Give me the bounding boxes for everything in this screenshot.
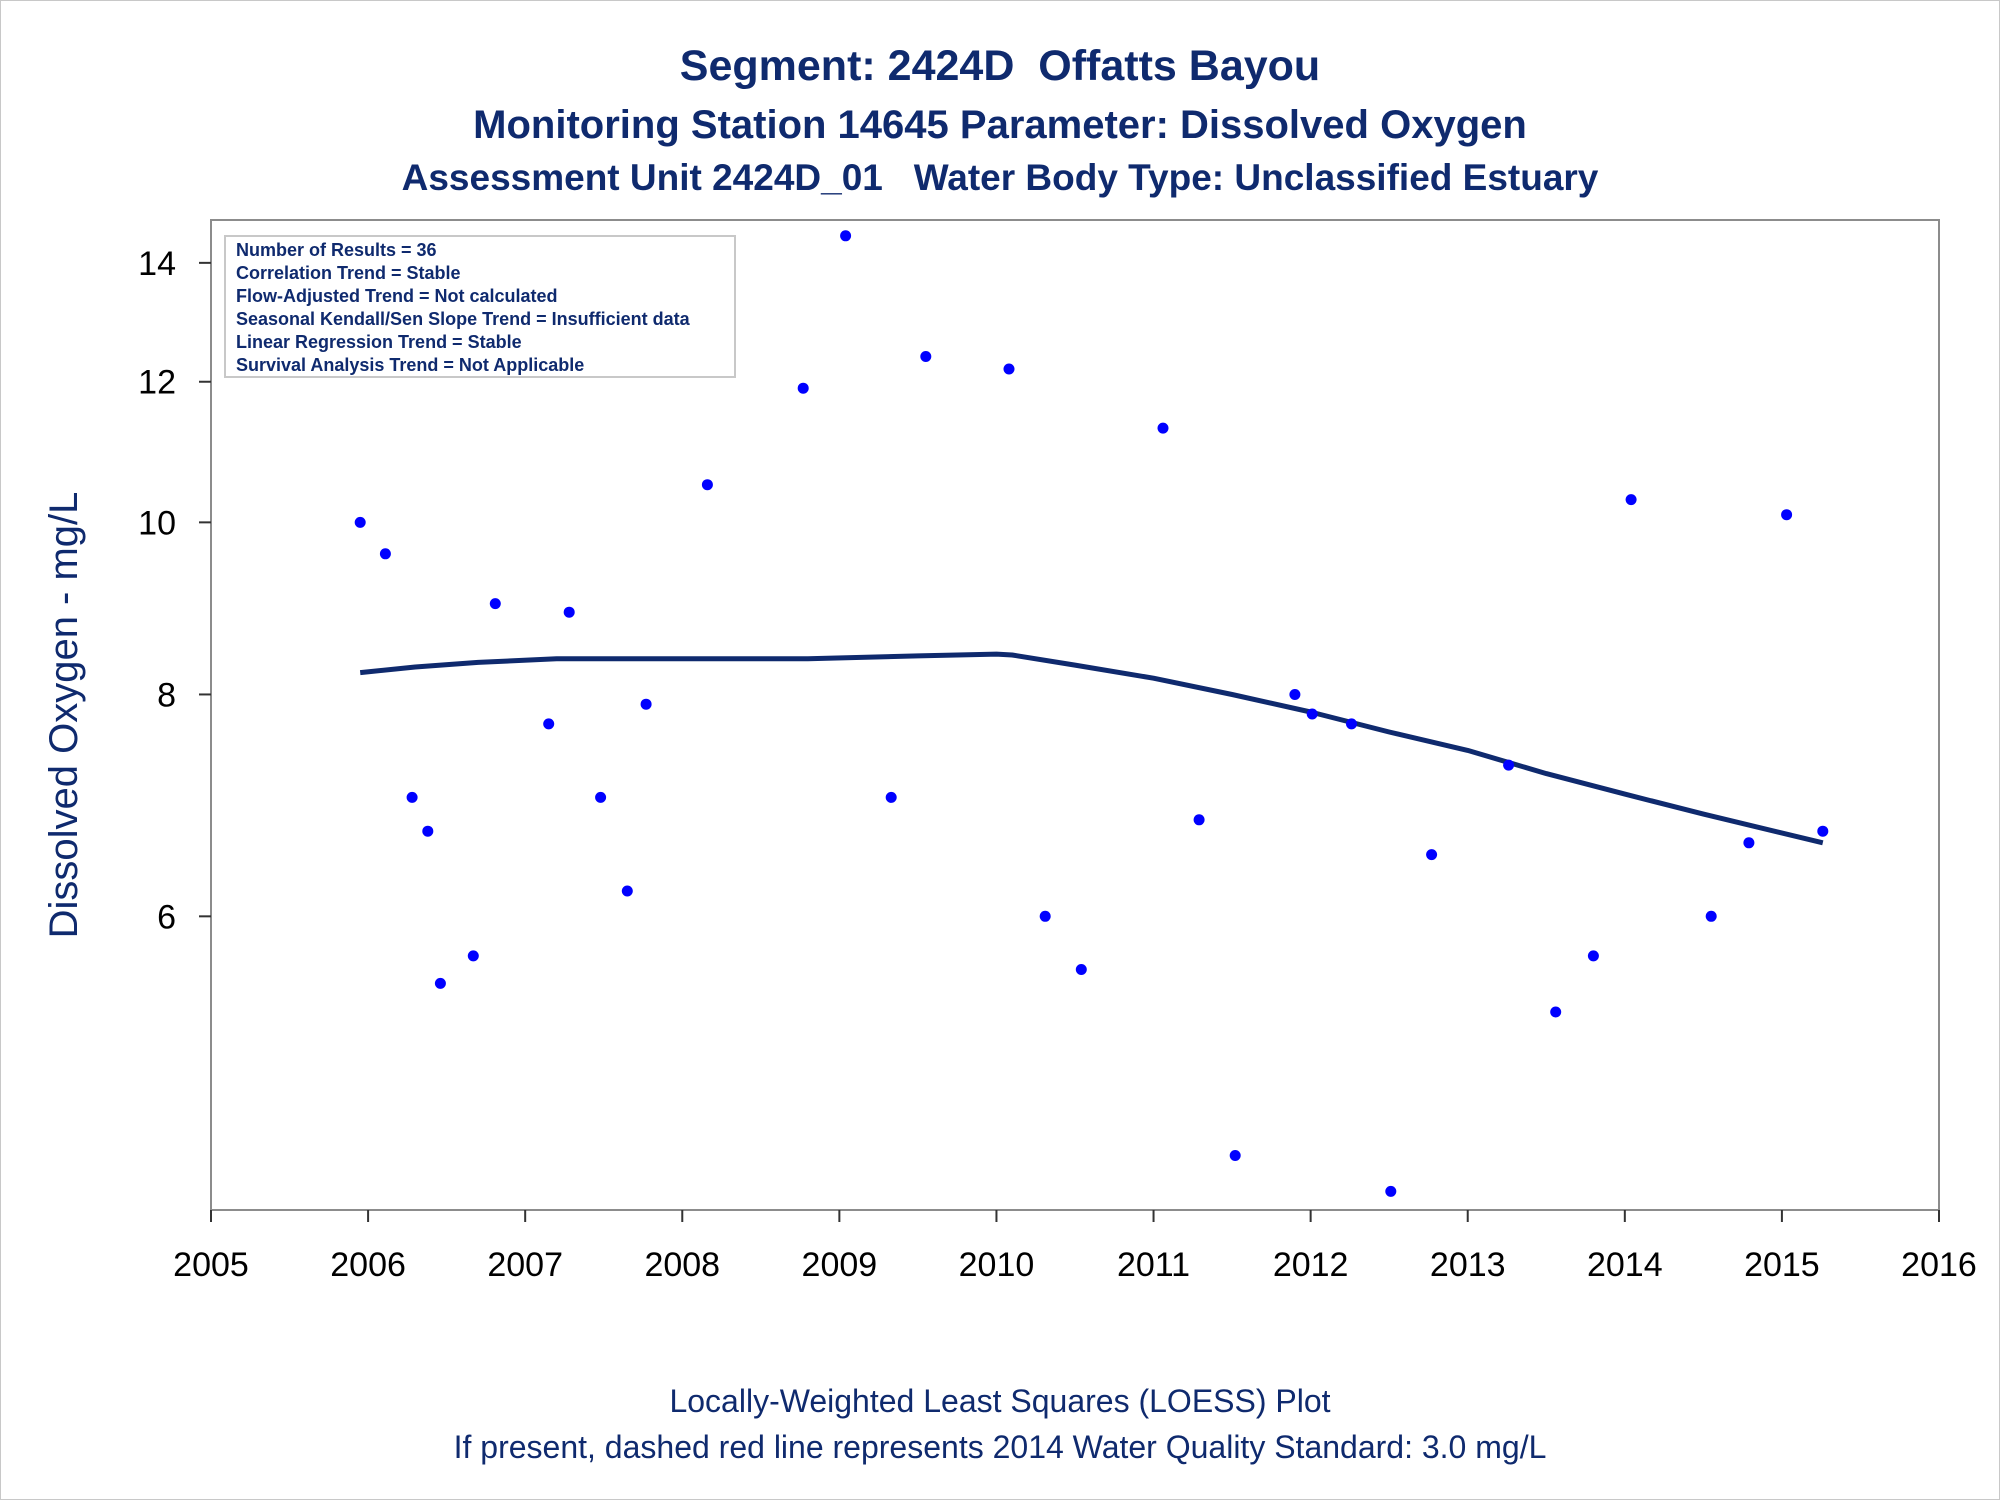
- data-point: [1193, 814, 1205, 826]
- y-axis-label: Dissolved Oxygen - mg/L: [42, 492, 86, 939]
- data-point: [489, 598, 501, 610]
- footnote-2: If present, dashed red line represents 2…: [454, 1429, 1547, 1465]
- x-tick-label: 2014: [1587, 1246, 1663, 1284]
- y-tick-label: 8: [157, 676, 176, 714]
- legend-border: [224, 235, 736, 378]
- data-point: [1039, 910, 1051, 922]
- data-point: [379, 548, 391, 560]
- legend-line: Number of Results = 36: [236, 240, 437, 260]
- legend-line: Seasonal Kendall/Sen Slope Trend = Insuf…: [236, 309, 691, 329]
- chart-subtitle: Monitoring Station 14645 Parameter: Diss…: [473, 103, 1527, 147]
- data-point: [434, 977, 446, 989]
- x-tick-label: 2010: [959, 1246, 1035, 1284]
- data-point: [1157, 422, 1169, 434]
- x-tick-label: 2005: [173, 1246, 249, 1284]
- chart-subtitle-2: Assessment Unit 2424D_01 Water Body Type…: [402, 157, 1599, 198]
- x-tick-label: 2013: [1430, 1246, 1506, 1284]
- y-tick-label: 14: [138, 245, 176, 283]
- data-point: [640, 698, 652, 710]
- y-axis: 6 8 10 12 14: [138, 245, 211, 936]
- loess-line: [359, 651, 1824, 846]
- legend-box: Number of Results = 36 Correlation Trend …: [224, 235, 736, 378]
- data-point: [1503, 759, 1515, 771]
- x-tick-label: 2012: [1273, 1246, 1349, 1284]
- data-point: [1550, 1006, 1562, 1018]
- data-point: [1743, 837, 1755, 849]
- data-point: [595, 791, 607, 803]
- legend-line: Correlation Trend = Stable: [236, 263, 461, 283]
- footnote-1: Locally-Weighted Least Squares (LOESS) P…: [669, 1383, 1330, 1419]
- data-point: [467, 950, 479, 962]
- data-point: [1781, 509, 1793, 521]
- plot-area: [210, 219, 1940, 1211]
- data-point: [1075, 964, 1087, 975]
- x-tick-label: 2007: [487, 1246, 563, 1284]
- data-point: [701, 479, 713, 491]
- y-tick-label: 10: [138, 504, 176, 542]
- data-marks: [354, 230, 1829, 1197]
- y-tick-label: 6: [157, 898, 176, 936]
- data-point: [1003, 363, 1015, 375]
- data-point: [354, 516, 366, 528]
- data-point: [920, 351, 932, 362]
- data-point: [621, 885, 633, 897]
- data-point: [422, 825, 434, 837]
- x-tick-label: 2015: [1744, 1246, 1820, 1284]
- x-tick-label: 2009: [802, 1246, 878, 1284]
- data-point: [840, 230, 852, 242]
- x-tick-label: 2011: [1117, 1246, 1190, 1284]
- data-point: [1426, 849, 1438, 861]
- data-point: [1346, 718, 1357, 730]
- data-point: [1625, 494, 1637, 506]
- legend-line: Linear Regression Trend = Stable: [236, 332, 522, 352]
- x-axis: 2005 2006 2007 2008 2009 2010 2011 2012 2013 2014…: [173, 1210, 1977, 1284]
- data-point: [543, 718, 555, 730]
- data-point: [563, 606, 575, 618]
- data-point: [1705, 910, 1717, 922]
- x-tick-label: 2016: [1901, 1246, 1977, 1284]
- data-point: [1817, 825, 1829, 837]
- data-point: [885, 791, 897, 803]
- data-point: [1306, 708, 1318, 720]
- y-tick-label: 12: [138, 364, 176, 402]
- data-point: [406, 791, 418, 803]
- legend-line: Survival Analysis Trend = Not Applicable: [236, 355, 584, 375]
- data-point: [1587, 950, 1599, 962]
- x-tick-label: 2006: [330, 1246, 406, 1284]
- chart-title: Segment: 2424D Offatts Bayou: [680, 42, 1320, 90]
- data-point: [1385, 1185, 1397, 1197]
- data-point: [797, 382, 809, 394]
- x-tick-label: 2008: [644, 1246, 720, 1284]
- data-point: [1229, 1150, 1241, 1161]
- data-point: [1289, 689, 1301, 700]
- legend-line: Flow-Adjusted Trend = Not calculated: [236, 286, 558, 306]
